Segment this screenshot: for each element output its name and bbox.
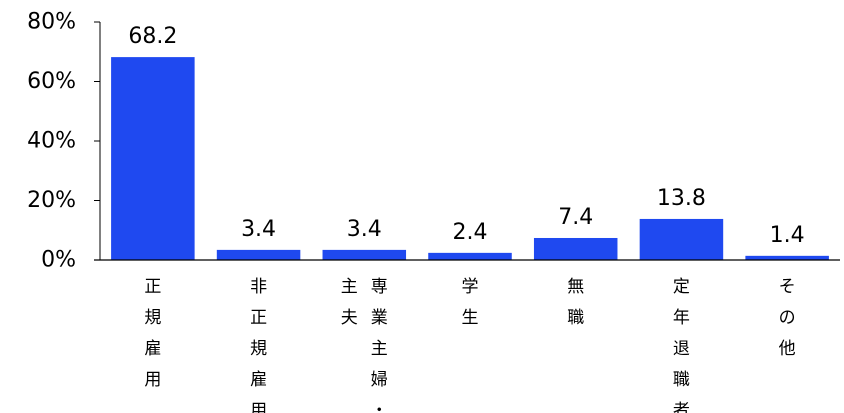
y-axis: 0% 20% 40% 60% 80% [27, 10, 101, 273]
x-tick-char: 正 [144, 277, 161, 297]
data-label: 3.4 [347, 217, 382, 242]
x-tick-char: 夫 [341, 308, 358, 328]
bar [322, 249, 407, 260]
x-tick-label: 無職 [567, 277, 584, 328]
bar [111, 57, 195, 261]
x-tick-char: 雇 [250, 370, 267, 390]
x-tick-label: 学生 [462, 277, 479, 328]
x-tick-char: 主 [371, 339, 388, 359]
x-tick-char: 無 [567, 277, 584, 297]
x-tick-char: 学 [462, 277, 479, 297]
x-tick-char: 主 [341, 277, 358, 297]
data-label: 13.8 [657, 186, 706, 211]
bar [428, 252, 512, 260]
x-tick-char: 生 [462, 308, 479, 328]
y-tick-label: 0% [41, 248, 76, 273]
x-tick-char: 職 [673, 370, 690, 390]
x-tick-char: ・ [371, 401, 388, 413]
data-labels: 68.2 3.4 3.4 2.4 7.4 13.8 1.4 [128, 24, 804, 248]
y-tick-label: 60% [27, 69, 76, 94]
bar [745, 255, 829, 260]
data-label: 1.4 [770, 223, 805, 248]
x-tick-char: 正 [250, 308, 267, 328]
x-tick-char: 用 [144, 370, 161, 390]
y-tick-label: 80% [27, 10, 76, 35]
data-label: 68.2 [128, 24, 177, 49]
x-tick-char: 退 [673, 339, 690, 359]
x-tick-char: の [779, 308, 796, 328]
bars [111, 57, 829, 261]
data-label: 7.4 [558, 205, 593, 230]
x-tick-char: 専 [371, 277, 388, 297]
x-tick-char: 職 [567, 308, 584, 328]
x-tick-char: 他 [779, 339, 796, 359]
x-tick-char: 規 [250, 339, 267, 359]
data-label: 2.4 [453, 220, 488, 245]
x-tick-char: 規 [144, 308, 161, 328]
bar [639, 218, 724, 260]
x-tick-char: 雇 [144, 339, 161, 359]
y-tick-label: 40% [27, 129, 76, 154]
bar [533, 237, 618, 260]
x-tick-char: 用 [250, 401, 267, 413]
x-tick-char: 業 [371, 308, 388, 328]
x-tick-char: 非 [250, 277, 267, 297]
bar [216, 249, 301, 260]
x-tick-label: その他 [779, 277, 796, 359]
x-tick-char: 年 [673, 308, 690, 328]
x-tick-char: 者 [673, 401, 690, 413]
data-label: 3.4 [241, 217, 276, 242]
x-tick-char: 定 [673, 277, 690, 297]
x-tick-char: 婦 [371, 370, 388, 390]
y-tick-label: 20% [27, 188, 76, 213]
x-tick-char: そ [779, 277, 796, 297]
